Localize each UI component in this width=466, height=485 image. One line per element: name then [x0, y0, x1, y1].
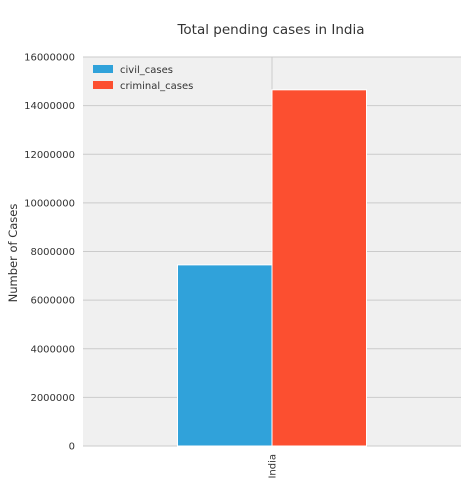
bars [177, 89, 367, 447]
legend-swatch [93, 65, 113, 73]
y-tick-label: 10000000 [24, 198, 75, 209]
legend-swatch [93, 81, 113, 89]
x-tick-label: India [268, 454, 279, 479]
y-axis-label: Number of Cases [6, 204, 20, 303]
y-tick-label: 14000000 [24, 101, 75, 112]
y-tick-label: 12000000 [24, 150, 75, 161]
y-tick-label: 16000000 [24, 53, 75, 64]
bar-civil-cases [177, 264, 273, 447]
y-axis-ticks: 0 2000000 4000000 6000000 8000000 10000000 120… [24, 53, 75, 453]
y-tick-label: 2000000 [30, 393, 75, 404]
y-tick-label: 4000000 [30, 344, 75, 355]
legend-label: criminal_cases [120, 81, 193, 92]
bar-criminal-cases [271, 89, 367, 447]
y-tick-label: 0 [69, 442, 75, 453]
y-tick-label: 6000000 [30, 296, 75, 307]
legend-label: civil_cases [120, 65, 173, 76]
x-axis-ticks: India [268, 454, 279, 479]
chart-title: Total pending cases in India [176, 22, 364, 38]
y-tick-label: 8000000 [30, 247, 75, 258]
legend: civil_cases criminal_cases [93, 65, 193, 92]
